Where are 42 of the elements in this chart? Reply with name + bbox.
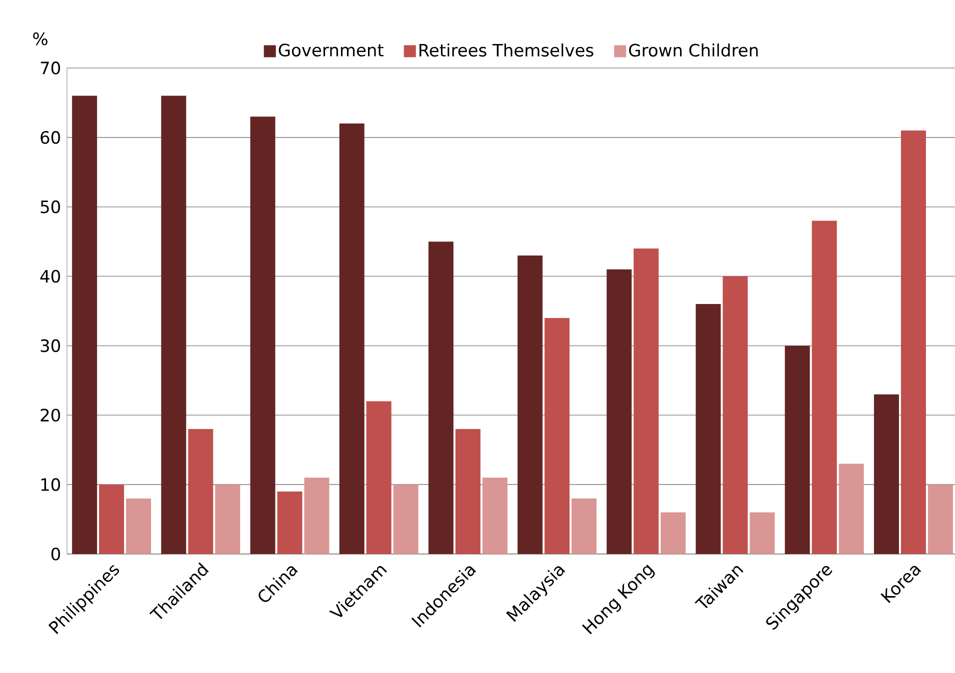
y-tick-label: 60: [40, 130, 60, 144]
bar: [518, 255, 543, 554]
bar: [161, 96, 186, 554]
bar: [215, 484, 240, 554]
y-tick-label: 70: [40, 62, 60, 74]
legend-label: Grown Children: [629, 43, 758, 57]
bar: [482, 478, 508, 554]
y-tick-label: 20: [40, 408, 60, 422]
y-tick-label: 10: [41, 478, 60, 491]
y-tick-label: 0: [51, 548, 60, 560]
bar: [339, 124, 364, 554]
bar: [696, 304, 721, 554]
y-axis-title: %: [33, 32, 48, 46]
bar: [393, 484, 418, 554]
y-tick-label: 50: [40, 200, 60, 214]
bar: [928, 484, 953, 554]
bar: [634, 248, 659, 554]
y-tick-label: 30: [40, 339, 60, 352]
bar: [366, 401, 392, 554]
bar: [304, 478, 330, 554]
bar: [838, 464, 864, 554]
legend-label: Retirees Themselves: [420, 43, 594, 57]
bar: [784, 346, 810, 554]
bar: [900, 130, 926, 554]
bar: [277, 492, 302, 554]
bar: [750, 512, 775, 554]
bar: [544, 318, 570, 554]
bar: [250, 116, 276, 554]
bar: [99, 484, 124, 554]
bar: [428, 242, 454, 554]
bar: [606, 269, 632, 554]
bar: [188, 429, 214, 554]
bar: [812, 220, 837, 554]
bar: [722, 276, 748, 554]
bar: [874, 394, 899, 554]
bar: [660, 512, 686, 554]
y-tick-label: 40: [40, 270, 60, 283]
legend-label: Government: [278, 44, 384, 56]
bar: [455, 429, 480, 554]
bar: [572, 498, 597, 554]
bar: [72, 96, 98, 554]
bar: [126, 498, 152, 554]
